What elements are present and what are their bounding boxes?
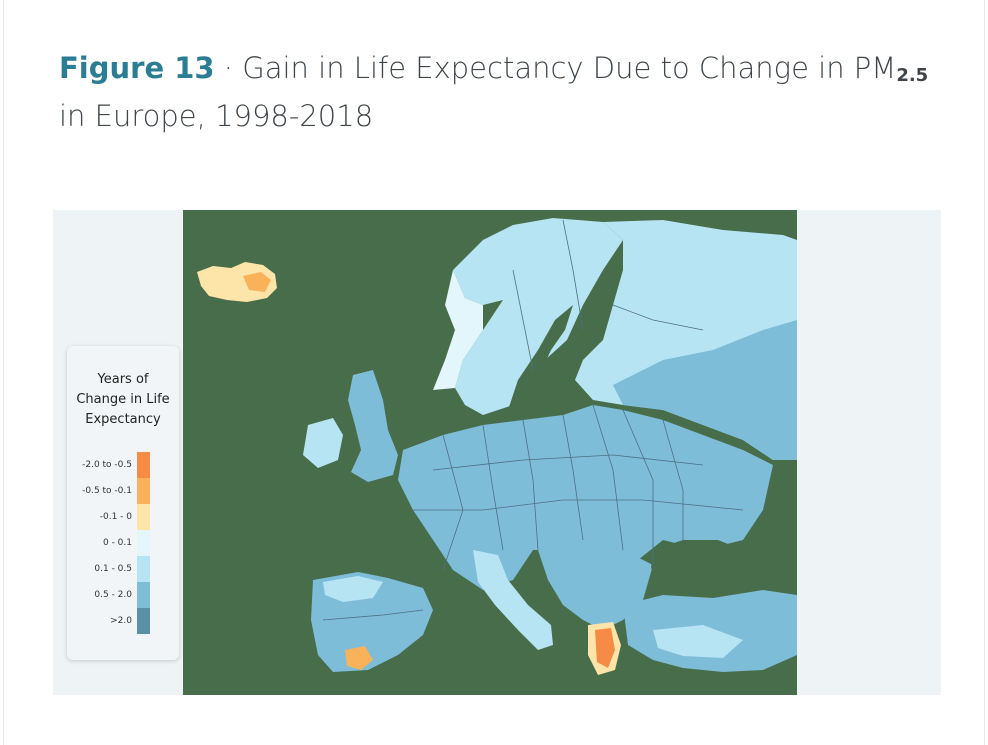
- legend-item: -0.1 - 0: [67, 504, 179, 530]
- legend-item: 0.1 - 0.5: [67, 556, 179, 582]
- legend-item-swatch: [137, 582, 150, 608]
- russia-darker-zone: [613, 320, 797, 460]
- legend-item: -0.5 to -0.1: [67, 478, 179, 504]
- legend-item-swatch: [137, 452, 150, 478]
- legend-item: >2.0: [67, 608, 179, 634]
- legend-item-label: -0.1 - 0: [99, 512, 132, 522]
- great-britain-region: [348, 370, 398, 482]
- title-separator: ·: [214, 51, 243, 85]
- legend-item-swatch: [137, 608, 150, 634]
- legend-item-label: 0 - 0.1: [102, 538, 132, 548]
- europe-map: [183, 210, 797, 695]
- country-borders: [322, 219, 744, 621]
- greece-hotspot: [595, 628, 615, 668]
- figure-label: Figure 13: [59, 51, 215, 85]
- turkey-light-zone: [653, 625, 743, 658]
- italy-region: [473, 550, 553, 650]
- legend-item-label: 0.5 - 2.0: [94, 590, 132, 600]
- baltic-sea: [508, 305, 573, 420]
- black-sea: [651, 540, 753, 595]
- ireland-region: [303, 418, 343, 468]
- iceland-region: [197, 262, 277, 302]
- legend-item-label: -2.0 to -0.5: [82, 460, 132, 470]
- legend-item-swatch: [137, 478, 150, 504]
- legend-title-line: Years of: [97, 372, 149, 387]
- scandinavia-region: [453, 218, 623, 415]
- legend-title-line: Change in Life: [76, 392, 170, 407]
- legend-item-swatch: [137, 530, 150, 556]
- legend-item: 0 - 0.1: [67, 530, 179, 556]
- legend-item-label: 0.1 - 0.5: [94, 564, 132, 574]
- legend-panel: Years of Change in Life Expectancy -2.0 …: [67, 346, 179, 660]
- title-line2: in Europe, 1998-2018: [59, 99, 374, 133]
- legend-title-line: Expectancy: [85, 412, 161, 427]
- legend-item-swatch: [137, 556, 150, 582]
- legend-title: Years of Change in Life Expectancy: [67, 370, 179, 430]
- europe-map-svg: [183, 210, 797, 695]
- legend-item-label: -0.5 to -0.1: [82, 486, 132, 496]
- iberia-north-light: [323, 576, 383, 602]
- title-text: Gain in Life Expectancy Due to Change in…: [242, 51, 897, 85]
- iberia-south-hotspot: [345, 646, 373, 670]
- figure-title: Figure 13 · Gain in Life Expectancy Due …: [59, 48, 939, 136]
- norway-coast: [433, 270, 483, 390]
- legend-item-label: >2.0: [110, 616, 132, 626]
- legend-item-swatch: [137, 504, 150, 530]
- title-subscript: 2.5: [896, 65, 929, 86]
- legend-item: -2.0 to -0.5: [67, 452, 179, 478]
- iceland-hotspot: [243, 272, 271, 292]
- legend-item: 0.5 - 2.0: [67, 582, 179, 608]
